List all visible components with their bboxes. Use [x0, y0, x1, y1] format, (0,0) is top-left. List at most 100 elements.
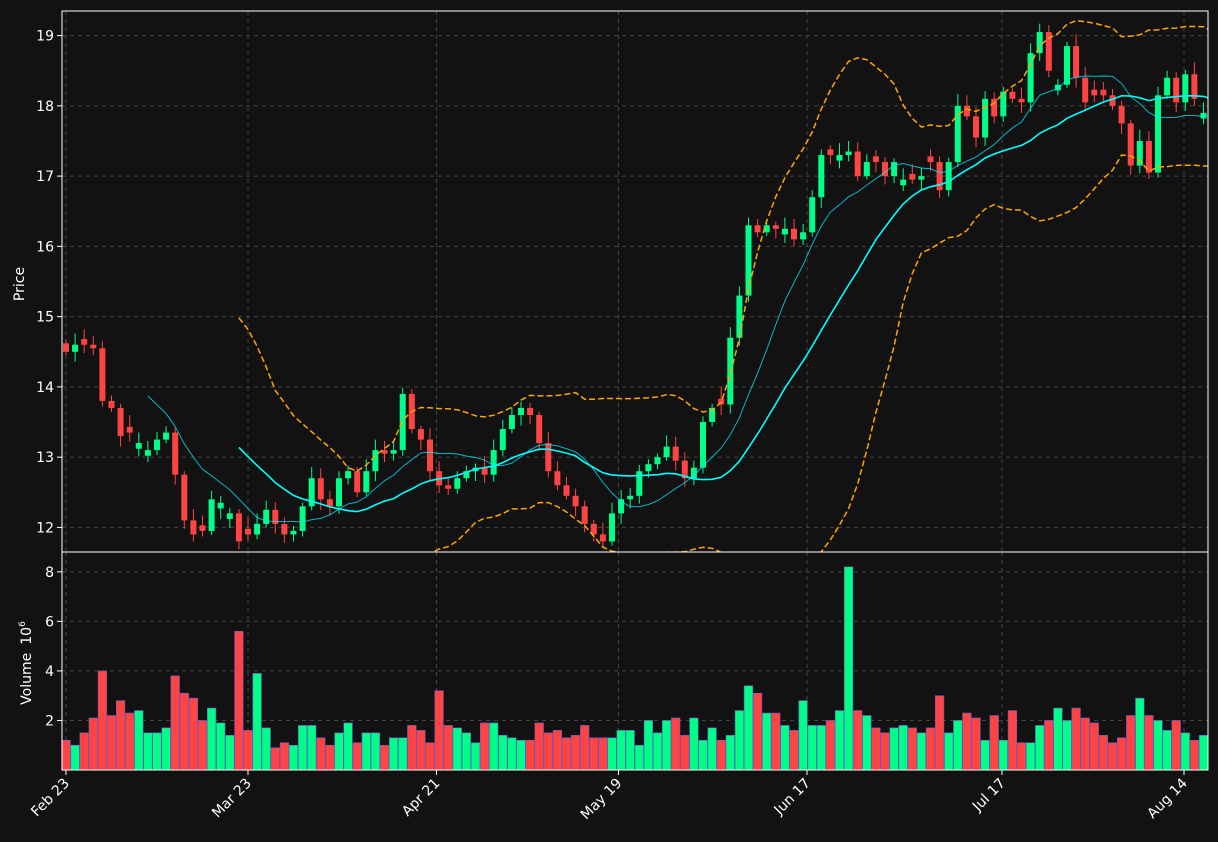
candle-body — [882, 162, 888, 177]
candle-body — [618, 499, 625, 514]
candle-body — [590, 523, 597, 535]
volume-bar — [616, 730, 626, 771]
volume-bar — [1180, 732, 1190, 771]
volume-bar — [379, 744, 390, 771]
candle-body — [791, 228, 797, 240]
volume-bar — [125, 712, 135, 771]
volume-bar — [643, 720, 653, 771]
volume-bar — [425, 742, 435, 771]
candle-body — [772, 225, 779, 229]
candle-body — [263, 509, 270, 524]
volume-bar — [880, 732, 890, 771]
candle-body — [1191, 74, 1198, 99]
volume-bar — [1080, 717, 1090, 771]
volume-bar — [543, 732, 553, 771]
candle-body — [427, 439, 433, 472]
candle-body — [1136, 140, 1143, 166]
volume-bar — [1135, 697, 1145, 771]
volume-bar — [1144, 715, 1154, 771]
volume-bar — [725, 735, 735, 771]
candle-body — [390, 450, 397, 454]
candle-body — [1100, 89, 1107, 96]
candle-body — [490, 450, 497, 475]
candle-body — [854, 151, 861, 177]
candle-body — [226, 513, 233, 519]
candle-body — [417, 429, 424, 440]
candle-body — [363, 471, 370, 493]
candle-body — [144, 450, 151, 456]
candle-body — [499, 429, 506, 451]
volume-bar — [634, 744, 644, 771]
candle-body — [809, 197, 816, 233]
volume-bar — [689, 717, 699, 771]
volume-bar — [561, 737, 572, 771]
candle-body — [1145, 140, 1152, 173]
volume-bar — [962, 712, 972, 771]
candle-body — [108, 400, 115, 408]
candle-body — [290, 530, 297, 535]
volume-bar — [1098, 735, 1108, 771]
candle-body — [554, 471, 561, 486]
candle-body — [1082, 77, 1089, 103]
candle-body — [827, 149, 834, 156]
candle-body — [63, 343, 69, 352]
volume-bar — [334, 732, 344, 771]
volume-bar — [1189, 739, 1199, 771]
volume-bar — [197, 720, 208, 771]
candle-body — [1073, 46, 1080, 78]
candle-body — [208, 499, 215, 531]
volume-bar — [216, 722, 226, 771]
x-tick-label: Jul 17 — [969, 776, 1009, 816]
volume-bar — [798, 700, 808, 771]
volume-bar — [179, 692, 189, 771]
candle-body — [235, 513, 242, 542]
volume-bar — [1053, 707, 1063, 771]
candle-body — [1109, 95, 1116, 106]
candle-body — [272, 509, 279, 524]
candle-body — [172, 432, 179, 475]
volume-bar — [716, 739, 726, 771]
volume-bar — [106, 715, 117, 771]
volume-bar — [862, 715, 872, 771]
volume-bar — [1007, 710, 1017, 771]
volume-bar — [953, 720, 963, 771]
volume-bar — [88, 717, 98, 771]
candle-body — [836, 155, 843, 161]
volume-bar — [853, 710, 863, 771]
candle-body — [963, 105, 970, 117]
volume-bar — [279, 742, 290, 771]
candle-body — [754, 225, 761, 233]
volume-bar — [325, 744, 335, 771]
volume-bar — [134, 710, 144, 771]
candle-body — [736, 295, 743, 338]
volume-bar — [316, 737, 326, 771]
candle-body — [645, 464, 652, 472]
candle-body — [190, 520, 197, 535]
candle-body — [527, 407, 534, 415]
volume-bar — [479, 722, 490, 771]
volume-bar — [762, 712, 772, 771]
volume-bar — [680, 735, 690, 771]
candle-body — [700, 422, 706, 468]
volume-bar — [370, 732, 381, 771]
volume-bar — [580, 725, 590, 771]
candle-body — [1027, 53, 1034, 103]
volume-bar — [752, 692, 763, 771]
candle-body — [317, 478, 324, 500]
volume-bar — [871, 727, 881, 771]
volume-bar — [1162, 730, 1172, 771]
candle-body — [299, 506, 306, 531]
candle-body — [581, 506, 588, 524]
volume-bar — [816, 725, 826, 771]
volume-bar — [661, 720, 672, 771]
candle-body — [508, 414, 515, 430]
volume-bar — [625, 730, 635, 771]
volume-bar — [980, 739, 990, 771]
volume-bar — [652, 732, 663, 771]
volume-bar — [534, 722, 544, 771]
volume-bar — [288, 744, 299, 771]
volume-bar — [1016, 742, 1027, 771]
candle-body — [345, 471, 352, 479]
volume-bar — [361, 732, 371, 771]
candle-body — [117, 407, 124, 437]
